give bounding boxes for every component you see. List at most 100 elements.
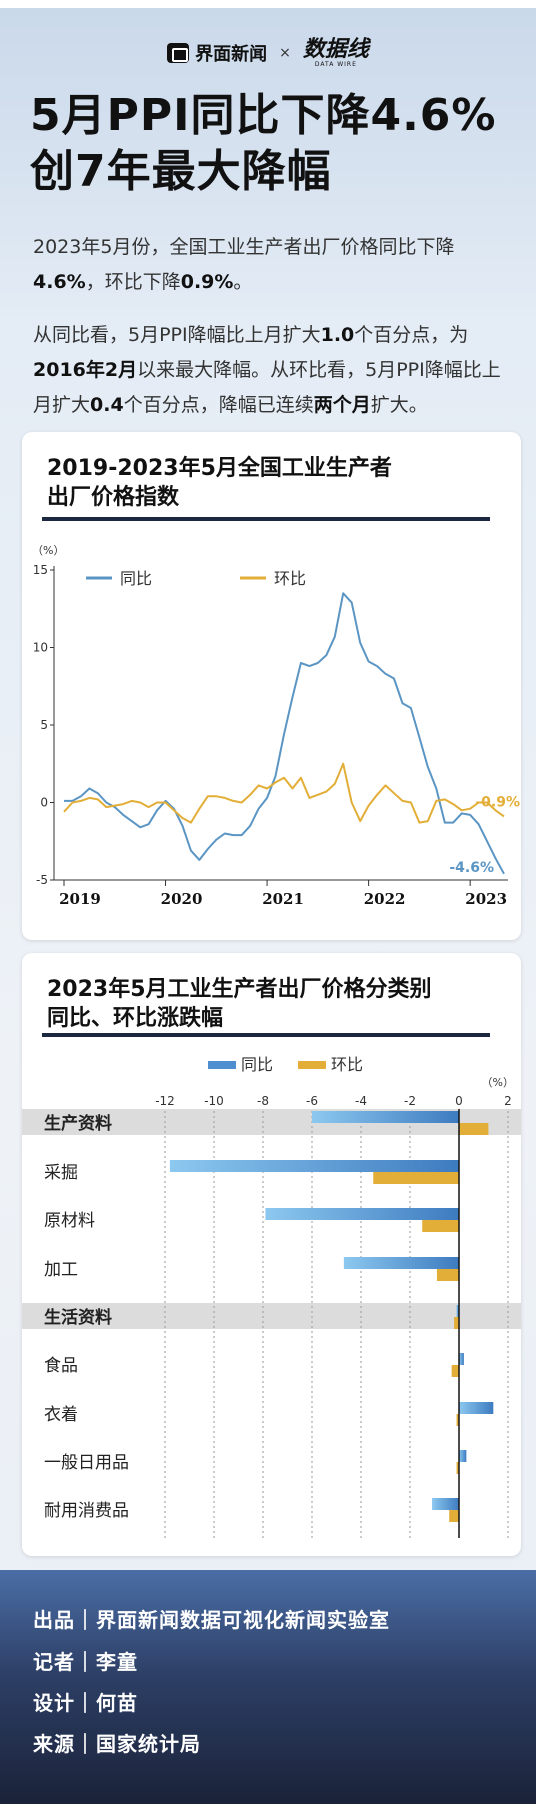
bar-chart-title-line-2: 同比、环比涨跌幅 xyxy=(47,1006,224,1031)
intro-text: 个百分点，降幅已连续 xyxy=(123,394,314,416)
yoy-bar xyxy=(265,1208,459,1220)
yoy-bar xyxy=(459,1353,464,1365)
title-rule xyxy=(42,517,490,521)
mom-bar xyxy=(459,1123,489,1135)
credit-value: 李童 xyxy=(96,1650,138,1674)
jiemian-logo: 界面新闻 xyxy=(167,40,267,66)
credit-label: 设计 xyxy=(33,1691,75,1715)
y-tick-label: -5 xyxy=(36,873,48,887)
group-header-band xyxy=(22,1303,521,1329)
category-label: 原材料 xyxy=(44,1211,95,1231)
line-chart-card: 2019-2023年5月全国工业生产者 出厂价格指数 （%） 15 10 5 0 -5 20… xyxy=(22,432,521,940)
yoy-bar xyxy=(312,1111,459,1123)
line-chart: （%） 15 10 5 0 -5 2019 2020 2021 2022 2023 同比 环比 -0.9%… xyxy=(32,544,520,908)
intro-text: 以来最大降幅。从环比看，5月PPI降幅比上月扩大 xyxy=(33,359,501,416)
x-tick-label: -6 xyxy=(306,1094,318,1108)
category-label: 食品 xyxy=(44,1356,78,1376)
credit-line: 出品｜界面新闻数据可视化新闻实验室 xyxy=(33,1604,390,1633)
brand-name: 界面新闻 xyxy=(195,44,268,65)
intro-highlight: 两个月 xyxy=(313,394,371,416)
yoy-line xyxy=(64,592,505,875)
legend-swatch-mom xyxy=(298,1061,326,1069)
headline-line-2: 创7年最大降幅 xyxy=(30,146,332,197)
yoy-bar xyxy=(459,1450,467,1462)
line-chart-title: 2019-2023年5月全国工业生产者 出厂价格指数 xyxy=(47,454,392,512)
data-wire-logo-en: DATA WIRE xyxy=(314,61,357,68)
credit-line: 来源｜国家统计局 xyxy=(33,1728,201,1757)
intro-highlight: 0.9% xyxy=(180,271,234,293)
y-tick-label: 0 xyxy=(40,796,48,810)
intro-text: ，环比下降 xyxy=(85,271,181,293)
credit-separator: ｜ xyxy=(75,1608,96,1632)
mom-bar xyxy=(449,1510,459,1522)
credit-value: 界面新闻数据可视化新闻实验室 xyxy=(96,1608,390,1632)
y-tick-label: 10 xyxy=(33,641,48,655)
yoy-bar xyxy=(456,1305,459,1317)
data-wire-logo-cn: 数据线 xyxy=(302,36,369,62)
top-strip xyxy=(0,0,536,8)
x-tick-label: 2 xyxy=(504,1094,512,1108)
mom-bar xyxy=(454,1317,459,1329)
yoy-bar xyxy=(459,1402,494,1414)
credit-value: 国家统计局 xyxy=(96,1732,201,1756)
credit-value: 何苗 xyxy=(96,1691,138,1715)
mom-bar xyxy=(436,1269,459,1281)
brand-header: 界面新闻 × 数据线 DATA WIRE xyxy=(0,38,536,68)
bar-chart-card: 2023年5月工业生产者出厂价格分类别 同比、环比涨跌幅 同比 环比 （%） -12 -… xyxy=(22,953,521,1556)
x-tick-label: 2020 xyxy=(161,890,203,908)
yoy-bar xyxy=(432,1498,459,1510)
bar-chart-title: 2023年5月工业生产者出厂价格分类别 同比、环比涨跌幅 xyxy=(47,975,432,1033)
intro-highlight: 2016年2月 xyxy=(33,359,138,381)
credit-separator: ｜ xyxy=(75,1691,96,1715)
mom-bar xyxy=(373,1172,459,1184)
data-wire-logo: 数据线 DATA WIRE xyxy=(303,38,369,68)
credit-separator: ｜ xyxy=(75,1650,96,1674)
group-header-label: 生活资料 xyxy=(44,1307,112,1328)
y-tick-label: 15 xyxy=(33,563,48,577)
legend-label: 环比 xyxy=(274,569,306,588)
intro-text: 从同比看，5月PPI降幅比上月扩大 xyxy=(33,324,321,346)
credit-label: 出品 xyxy=(33,1608,75,1632)
mom-line xyxy=(63,762,505,824)
intro-text: 2023年5月份，全国工业生产者出厂价格同比下降 xyxy=(33,236,455,258)
intro-text: 扩大。 xyxy=(370,394,428,416)
intro-highlight: 4.6% xyxy=(33,271,86,293)
x-tick-label: 2022 xyxy=(364,890,406,908)
credit-line: 记者｜李童 xyxy=(33,1646,138,1675)
x-tick-label: 2023 xyxy=(465,890,507,908)
line-chart-title-line-2: 出厂价格指数 xyxy=(47,485,180,510)
y-tick-label: 5 xyxy=(40,718,48,732)
mom-bar xyxy=(456,1462,459,1474)
intro-paragraph-2: 从同比看，5月PPI降幅比上月扩大1.0个百分点，为 2016年2月以来最大降幅。… xyxy=(33,318,513,423)
intro-highlight: 1.0 xyxy=(320,324,355,346)
mom-bar xyxy=(451,1365,459,1377)
yoy-bar xyxy=(343,1257,459,1269)
category-label: 采掘 xyxy=(44,1163,78,1183)
mom-end-label: -0.9% xyxy=(475,794,520,810)
category-label: 衣着 xyxy=(44,1405,78,1425)
headline-line-1: 5月PPI同比下降4.6% xyxy=(30,90,497,141)
yoy-bar xyxy=(169,1160,459,1172)
intro-text: 。 xyxy=(233,271,253,293)
brand-separator: × xyxy=(279,45,291,61)
legend-label: 环比 xyxy=(331,1055,363,1074)
line-chart-title-line-1: 2019-2023年5月全国工业生产者 xyxy=(47,456,392,481)
x-tick-label: -12 xyxy=(155,1094,175,1108)
x-tick-label: -2 xyxy=(404,1094,416,1108)
x-tick-label: -10 xyxy=(204,1094,224,1108)
credit-label: 来源 xyxy=(33,1732,75,1756)
category-label: 一般日用品 xyxy=(44,1453,129,1473)
credit-label: 记者 xyxy=(33,1650,75,1674)
intro-text: 个百分点，为 xyxy=(354,324,469,346)
legend-swatch-yoy xyxy=(208,1061,236,1069)
x-tick-label: -8 xyxy=(257,1094,269,1108)
jiemian-logo-icon xyxy=(167,43,190,63)
mom-bar xyxy=(456,1414,459,1426)
x-tick-label: -4 xyxy=(355,1094,367,1108)
mom-bar xyxy=(422,1220,459,1232)
y-unit-label: （%） xyxy=(32,544,64,557)
title-rule xyxy=(42,1033,490,1037)
intro-highlight: 0.4 xyxy=(90,394,124,416)
x-tick-label: 0 xyxy=(455,1094,463,1108)
credits-footer: 出品｜界面新闻数据可视化新闻实验室 记者｜李童 设计｜何苗 来源｜国家统计局 xyxy=(0,1570,536,1804)
